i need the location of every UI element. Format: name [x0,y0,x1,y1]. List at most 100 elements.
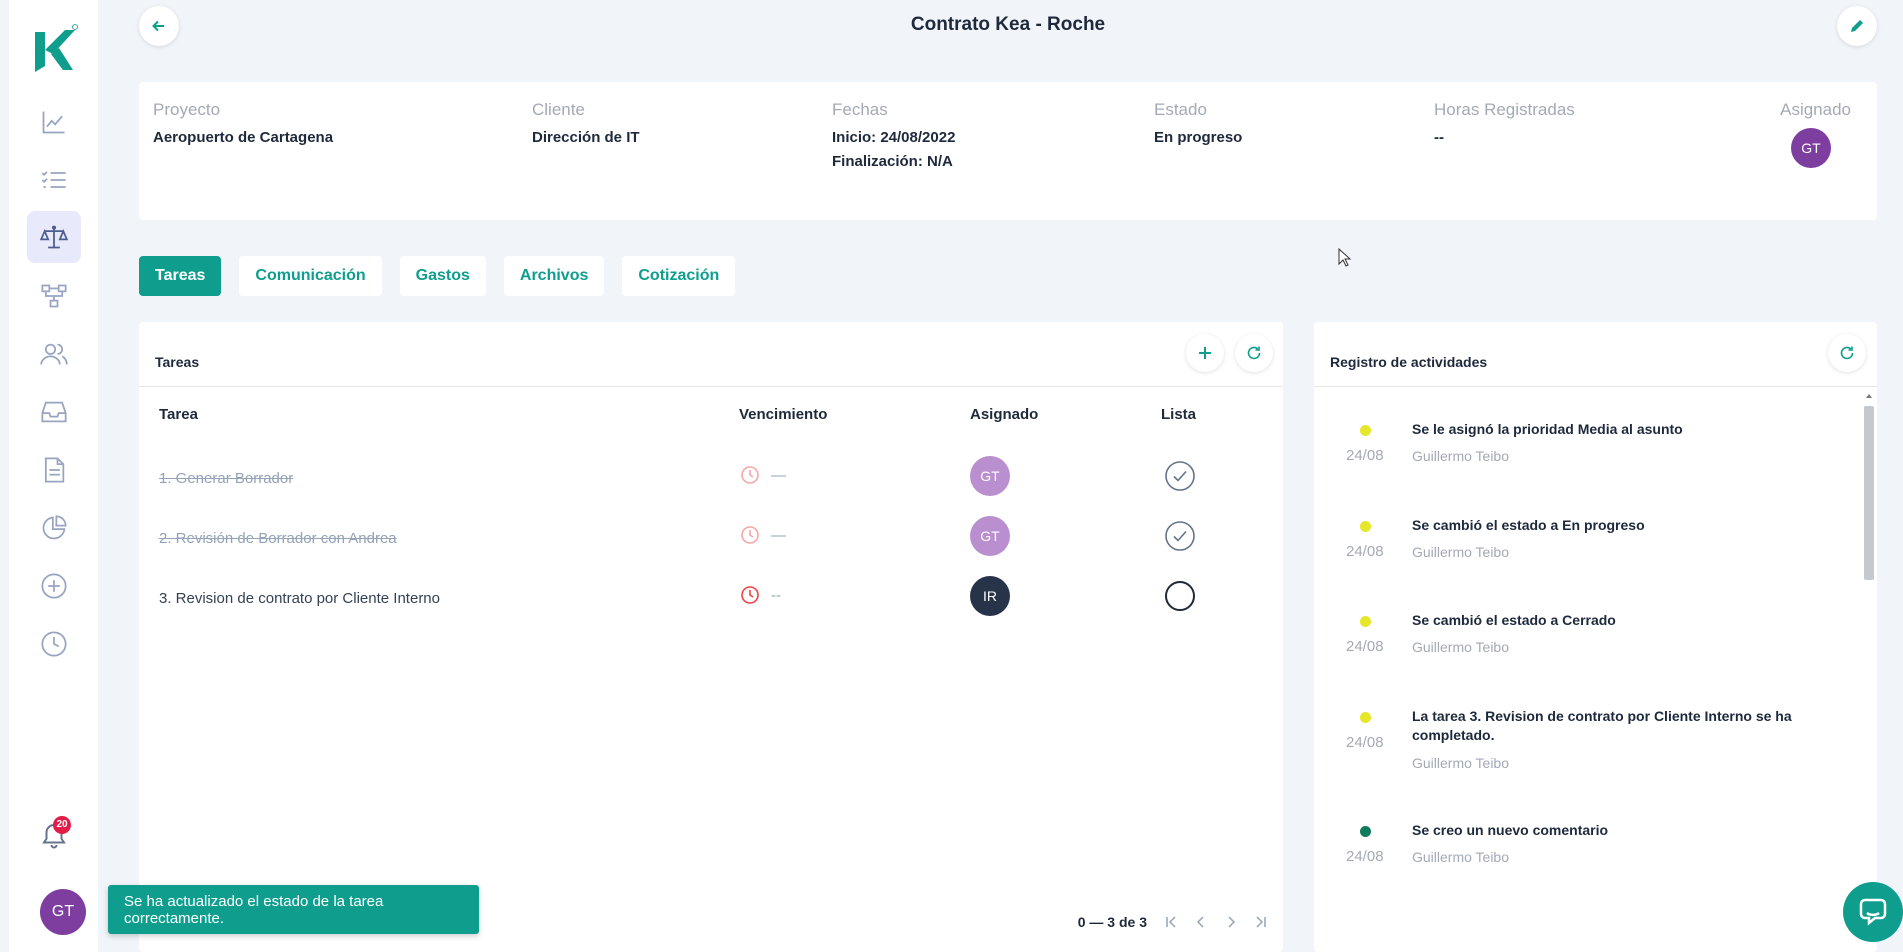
info-client: Cliente Dirección de IT [532,100,640,150]
task-assignee-avatar[interactable]: IR [970,576,1010,616]
scale-icon [40,225,68,249]
info-label: Cliente [532,100,585,119]
sidebar-item-matters[interactable] [27,211,81,263]
mouse-cursor-icon [1338,248,1352,267]
info-label: Estado [1154,100,1207,119]
assignee-avatar[interactable]: GT [1791,128,1831,168]
sidebar-item-dashboard[interactable] [27,96,81,148]
task-assignee-avatar[interactable]: GT [970,516,1010,556]
activity-date: 24/08 [1346,734,1384,751]
activity-user: Guillermo Teibo [1412,639,1510,655]
clock-icon [741,526,759,544]
end-date: Finalización: N/A [832,153,953,170]
document-icon [44,457,65,483]
tab-tareas[interactable]: Tareas [139,256,222,296]
chat-bubble-icon [1859,898,1887,926]
activity-date: 24/08 [1346,638,1384,655]
activity-text: La tarea 3. Revision de contrato por Cli… [1412,708,1792,743]
previous-page-icon[interactable] [1195,916,1207,928]
tab-comunicacion[interactable]: Comunicación [239,256,382,296]
table-row[interactable]: 3. Revision de contrato por Cliente Inte… [139,572,1283,632]
scroll-up-icon[interactable] [1864,392,1874,400]
info-value: Dirección de IT [532,129,640,146]
matter-info-card: Proyecto Aeropuerto de Cartagena Cliente… [139,82,1877,220]
task-name[interactable]: 2. Revisión de Borrador con Andrea [159,530,397,547]
activity-date: 24/08 [1346,447,1384,464]
sidebar-item-tasks[interactable] [27,154,81,206]
sidebar-item-documents[interactable] [27,444,81,496]
scrollbar-thumb[interactable] [1864,406,1874,580]
info-hours: Horas Registradas -- [1434,100,1575,150]
task-assignee-avatar[interactable]: GT [970,456,1010,496]
refresh-activity-button[interactable] [1828,334,1866,372]
activity-text: Se cambió el estado a Cerrado [1412,612,1616,628]
hierarchy-icon [41,284,67,308]
activity-user: Guillermo Teibo [1412,755,1510,771]
task-due: -- [771,587,781,604]
kea-logo[interactable] [31,24,79,74]
sidebar-item-time[interactable] [27,618,81,670]
clock-icon [741,586,759,604]
edit-button[interactable] [1837,6,1877,46]
first-page-icon[interactable] [1165,916,1177,928]
activity-user: Guillermo Teibo [1412,544,1510,560]
activity-user: Guillermo Teibo [1412,849,1510,865]
divider [1314,386,1877,387]
sidebar-item-users[interactable] [27,328,81,380]
refresh-icon [1840,346,1854,360]
refresh-tasks-button[interactable] [1235,334,1273,372]
info-assignee: Asignado [1780,100,1851,126]
last-page-icon[interactable] [1255,916,1267,928]
back-button[interactable] [139,6,179,46]
clock-icon [41,631,67,657]
info-label: Proyecto [153,100,221,119]
column-header-tarea[interactable]: Tarea [159,406,198,423]
activity-dot [1360,712,1371,723]
column-header-vencimiento[interactable]: Vencimiento [739,406,828,423]
add-task-button[interactable] [1186,334,1224,372]
plus-icon [1199,347,1211,359]
column-header-asignado[interactable]: Asignado [970,406,1039,423]
sidebar-item-inbox[interactable] [27,386,81,438]
activity-text: Se le asignó la prioridad Media al asunt… [1412,421,1683,437]
table-row[interactable]: 2. Revisión de Borrador con Andrea — GT [139,512,1283,572]
clock-icon [741,466,759,484]
activity-date: 24/08 [1346,848,1384,865]
table-row[interactable]: 1. Generar Borrador — GT [139,452,1283,512]
info-status: Estado En progreso [1154,100,1242,150]
info-value: -- [1434,129,1444,146]
next-page-icon[interactable] [1225,916,1237,928]
empty-circle-icon[interactable] [1164,580,1196,612]
plus-circle-icon [41,573,67,599]
info-label: Horas Registradas [1434,100,1575,119]
inbox-icon [41,401,67,423]
activity-text: Se creo un nuevo comentario [1412,822,1609,838]
activity-title: Registro de actividades [1330,354,1488,370]
sidebar-item-reports[interactable] [27,502,81,554]
check-circle-icon[interactable] [1164,460,1196,492]
activity-dot [1360,826,1371,837]
activity-log-panel: Registro de actividades Se le asignó la … [1314,322,1877,952]
toast-notification: Se ha actualizado el estado de la tarea … [108,885,479,934]
users-icon [40,343,68,365]
tab-archivos[interactable]: Archivos [503,256,605,296]
task-name[interactable]: 1. Generar Borrador [159,470,294,487]
tab-gastos[interactable]: Gastos [399,256,486,296]
tasks-panel: Tareas Tarea Vencimiento Asignado Lista … [139,322,1283,952]
column-header-lista[interactable]: Lista [1161,406,1197,423]
pencil-icon [1851,20,1863,32]
activity-user: Guillermo Teibo [1412,448,1510,464]
notification-badge: 20 [53,816,71,834]
tab-cotizacion[interactable]: Cotización [622,256,736,296]
activity-scrollbar[interactable] [1863,392,1874,940]
sidebar-item-workflows[interactable] [27,270,81,322]
sidebar-item-create[interactable] [27,560,81,612]
activity-dot [1360,616,1371,627]
chat-button[interactable] [1843,882,1903,942]
check-circle-icon[interactable] [1164,520,1196,552]
arrow-left-icon [152,20,164,32]
info-label: Asignado [1780,100,1851,119]
user-avatar[interactable]: GT [40,889,86,935]
pie-chart-icon [42,515,67,540]
task-name[interactable]: 3. Revision de contrato por Cliente Inte… [159,590,440,607]
